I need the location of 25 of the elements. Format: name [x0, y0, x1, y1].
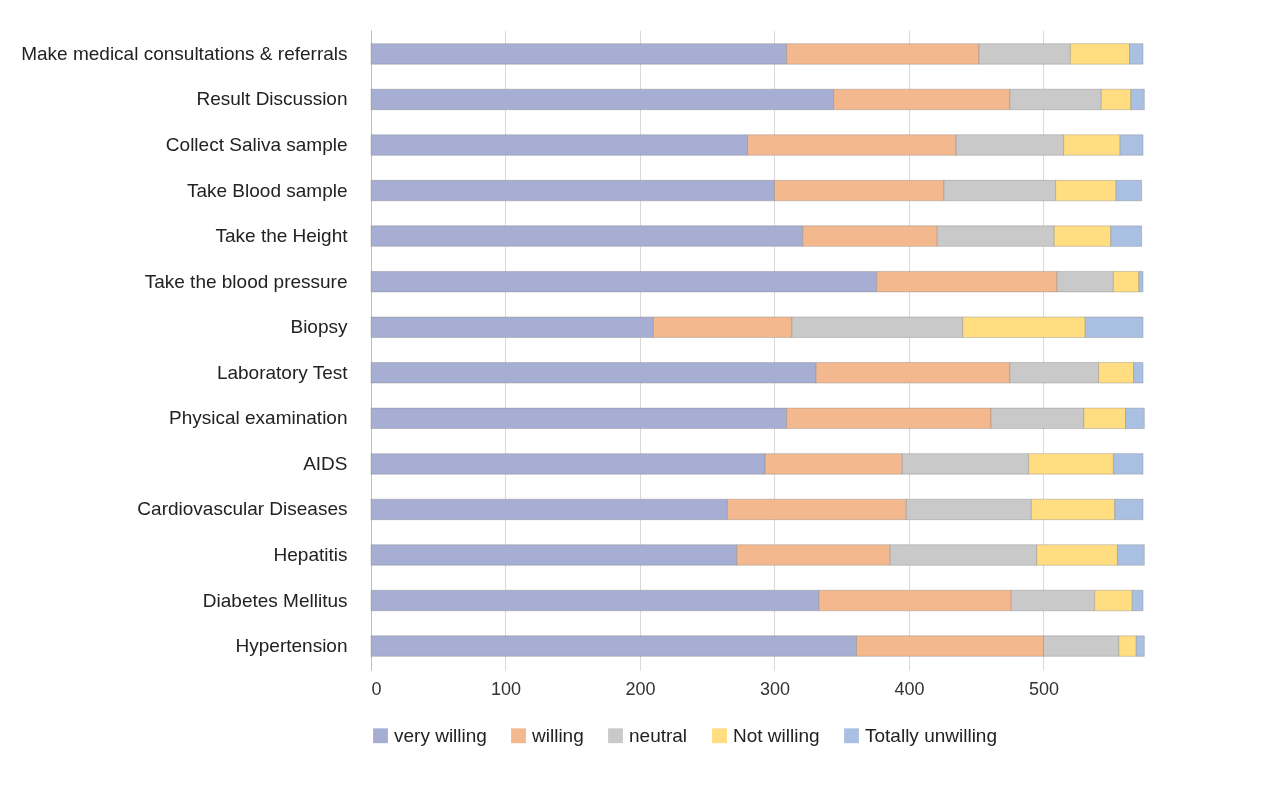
y-tick-label: Make medical consultations & referrals — [21, 42, 348, 64]
y-tick-label: Biopsy — [290, 316, 348, 338]
legend-label: Totally unwilling — [865, 724, 998, 746]
y-tick-label: AIDS — [303, 452, 348, 474]
y-tick-label: Hypertension — [235, 635, 348, 657]
y-tick-label: Result Discussion — [196, 88, 348, 110]
y-tick-label: Cardiovascular Diseases — [137, 498, 348, 520]
legend-label: neutral — [629, 724, 688, 746]
x-tick-label: 400 — [894, 678, 925, 699]
y-tick-label: Take the blood pressure — [144, 270, 348, 292]
y-tick-label: Physical examination — [169, 407, 348, 429]
x-tick-label: 200 — [625, 678, 656, 699]
y-tick-label: Laboratory Test — [216, 361, 349, 383]
x-tick-label: 0 — [371, 678, 382, 699]
x-tick-label: 100 — [490, 678, 522, 699]
y-tick-label: Take Blood sample — [186, 179, 348, 201]
legend-label: Not willing — [733, 724, 820, 746]
y-tick-label: Hepatitis — [273, 543, 348, 565]
y-tick-label: Take the Height — [215, 225, 349, 247]
x-tick-label: 300 — [759, 678, 791, 699]
y-tick-label: Collect Saliva sample — [165, 134, 348, 156]
y-tick-label: Diabetes Mellitus — [202, 589, 348, 611]
legend-label: very willing — [394, 724, 487, 746]
x-tick-label: 500 — [1028, 678, 1059, 699]
legend-label: willing — [531, 724, 584, 746]
